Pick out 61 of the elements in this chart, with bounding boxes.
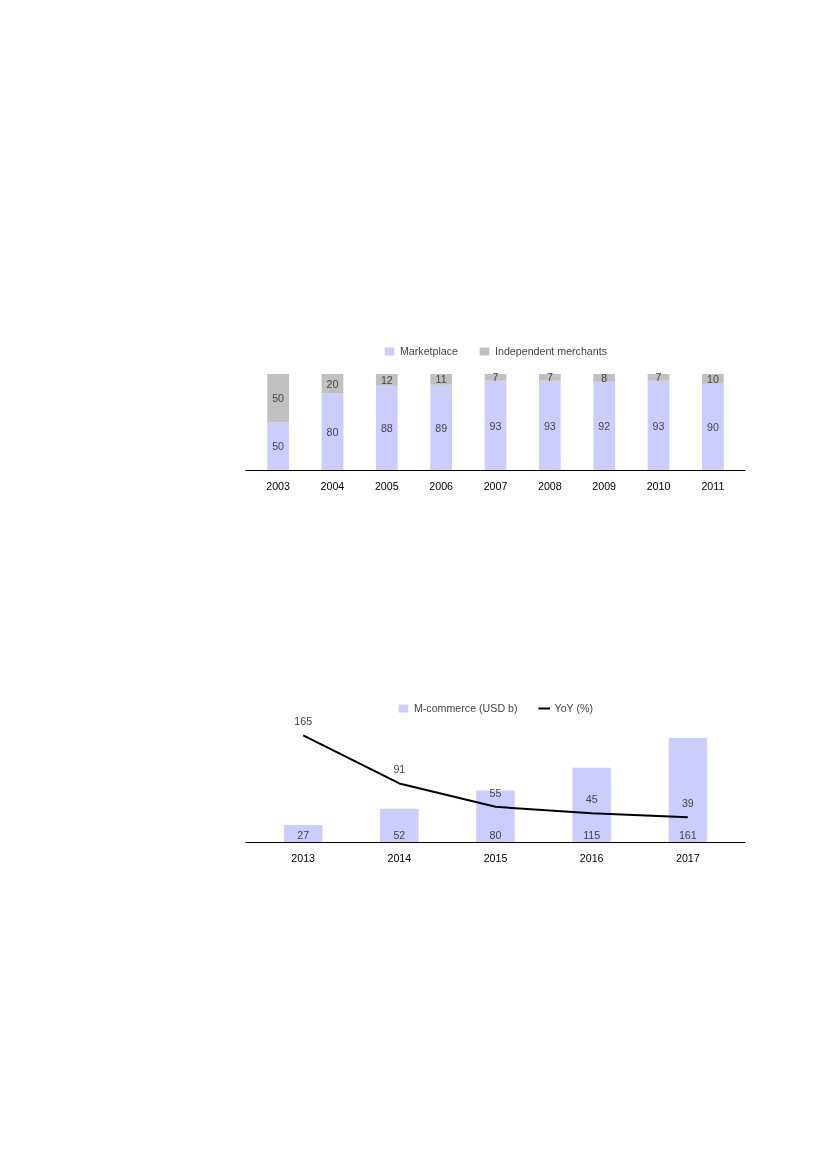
x-tick-label: 2005: [374, 479, 399, 492]
bar: [430, 384, 453, 471]
bar: [538, 374, 561, 381]
data-label: 80: [326, 425, 339, 438]
data-label: 50: [272, 440, 285, 453]
data-label: 7: [546, 371, 553, 384]
data-label: 93: [489, 419, 502, 432]
legend-label: YoY (%): [554, 702, 594, 714]
bar: [572, 767, 611, 843]
data-label: 7: [655, 371, 662, 384]
data-label: 80: [489, 828, 502, 841]
bar: [647, 380, 670, 471]
bar: [484, 380, 507, 471]
data-label: 90: [706, 421, 719, 434]
data-label: 88: [380, 422, 393, 435]
data-label: 93: [543, 419, 556, 432]
data-label: 10: [706, 372, 719, 385]
bar: [375, 385, 398, 471]
data-label: 92: [598, 420, 611, 433]
data-label: 55: [489, 786, 502, 799]
bar: [476, 790, 515, 843]
legend-label: M-commerce (USD b): [413, 702, 518, 714]
bar: [267, 374, 289, 423]
bar: [538, 380, 561, 471]
data-label: 161: [678, 828, 697, 841]
x-tick-label: 2004: [320, 479, 345, 492]
x-tick-label: 2003: [266, 479, 291, 492]
x-tick-label: 2014: [387, 851, 412, 864]
x-tick-label: 2011: [701, 479, 725, 492]
data-label: 91: [393, 763, 406, 776]
x-tick-label: 2006: [429, 479, 454, 492]
data-label: 39: [681, 797, 694, 810]
x-tick-label: 2013: [291, 851, 316, 864]
x-tick-label: 2017: [675, 851, 700, 864]
x-tick-label: 2010: [646, 479, 671, 492]
bar: [321, 393, 344, 471]
x-tick-label: 2008: [537, 479, 562, 492]
data-label: 8: [601, 371, 608, 384]
legend-label: Independent merchants: [495, 345, 608, 357]
x-tick-label: 2016: [579, 851, 604, 864]
x-tick-label: 2007: [483, 479, 508, 492]
data-label: 27: [297, 828, 310, 841]
x-tick-label: 2015: [483, 851, 508, 864]
x-tick-label: 2009: [592, 479, 617, 492]
bar: [668, 737, 708, 843]
data-label: 165: [294, 715, 313, 728]
legend-label: Marketplace: [399, 345, 459, 357]
data-label: 89: [435, 421, 448, 434]
data-label: 52: [393, 828, 406, 841]
bar: [593, 381, 616, 471]
bar: [380, 808, 419, 843]
data-label: 45: [585, 793, 598, 806]
data-label: 11: [435, 373, 447, 386]
data-label: 12: [380, 373, 393, 386]
bar: [267, 422, 289, 471]
data-label: 115: [583, 828, 601, 841]
data-label: 20: [326, 377, 339, 390]
data-label: 7: [492, 371, 499, 384]
bar: [702, 383, 724, 471]
data-label: 50: [272, 392, 285, 405]
data-label: 93: [652, 419, 665, 432]
